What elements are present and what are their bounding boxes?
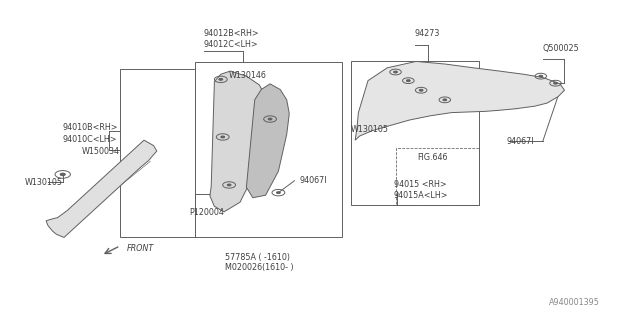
Polygon shape bbox=[246, 84, 289, 198]
Circle shape bbox=[406, 80, 410, 82]
Text: M020026(1610- ): M020026(1610- ) bbox=[225, 263, 294, 272]
Text: W150034: W150034 bbox=[82, 148, 120, 156]
Text: 94015A<LH>: 94015A<LH> bbox=[394, 191, 448, 200]
Text: 94010B<RH>: 94010B<RH> bbox=[63, 124, 118, 132]
Circle shape bbox=[443, 99, 447, 101]
Circle shape bbox=[219, 78, 223, 80]
Text: 94010C<LH>: 94010C<LH> bbox=[63, 135, 117, 144]
Circle shape bbox=[394, 71, 397, 73]
Text: W130105: W130105 bbox=[24, 178, 62, 187]
Polygon shape bbox=[46, 140, 157, 237]
Text: FRONT: FRONT bbox=[127, 244, 154, 253]
Text: 57785A ( -1610): 57785A ( -1610) bbox=[225, 253, 291, 262]
Circle shape bbox=[221, 136, 225, 138]
Bar bbox=[351, 61, 479, 205]
Circle shape bbox=[539, 75, 543, 77]
Bar bbox=[396, 148, 479, 205]
Circle shape bbox=[60, 173, 65, 176]
Circle shape bbox=[419, 89, 423, 91]
Text: Q500025: Q500025 bbox=[543, 44, 579, 53]
Polygon shape bbox=[210, 71, 269, 212]
Text: FIG.646: FIG.646 bbox=[417, 153, 448, 162]
Circle shape bbox=[554, 82, 557, 84]
Text: W130105: W130105 bbox=[351, 125, 388, 134]
Text: 94015 <RH>: 94015 <RH> bbox=[394, 180, 446, 189]
Circle shape bbox=[268, 118, 272, 120]
Text: 94012B<RH>: 94012B<RH> bbox=[204, 29, 259, 38]
Bar bbox=[120, 69, 195, 237]
Circle shape bbox=[276, 192, 280, 194]
Text: 94067I: 94067I bbox=[300, 176, 327, 185]
Text: 94273: 94273 bbox=[415, 29, 440, 38]
Text: 94067I: 94067I bbox=[507, 137, 534, 146]
Polygon shape bbox=[355, 61, 564, 140]
Text: A940001395: A940001395 bbox=[549, 298, 600, 307]
Text: P120004: P120004 bbox=[189, 208, 223, 217]
Text: 94012C<LH>: 94012C<LH> bbox=[204, 40, 258, 49]
Circle shape bbox=[227, 184, 231, 186]
Bar bbox=[195, 62, 342, 237]
Text: W130146: W130146 bbox=[229, 71, 267, 80]
